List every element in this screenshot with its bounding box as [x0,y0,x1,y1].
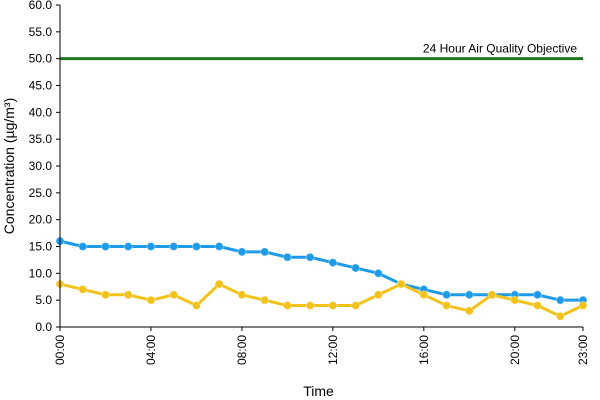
series-2-point [328,301,338,311]
y-tick-label: 15.0 [29,240,53,254]
x-tick-label: 16:00 [417,335,431,365]
y-tick-label: 5.0 [35,293,52,307]
y-tick-label: 55.0 [29,25,53,39]
x-tick-label: 04:00 [144,335,158,365]
series-2-point [533,301,543,311]
series-2-point [100,290,110,300]
series-1-point [442,290,452,300]
air-quality-objective-label: 24 Hour Air Quality Objective [423,42,577,56]
x-tick-label: 12:00 [326,335,340,365]
series-2-point [305,301,315,311]
series-2-point [442,301,452,311]
y-axis-title: Concentration (µg/m³) [1,98,17,234]
x-tick-label: 20:00 [508,335,522,365]
series-layer [55,236,588,321]
x-axis-ticks: 00:00 04:00 08:00 12:00 16:00 20:00 23:00 [53,327,590,365]
series-1-point [78,242,88,251]
series-2-line [59,282,584,318]
series-1-point [123,242,133,251]
series-2-point [351,301,361,311]
series-1-point [555,295,565,305]
series-2-point [146,295,156,305]
series-1-point [464,290,474,300]
series-2 [55,279,588,321]
series-2-point [419,290,429,300]
y-tick-label: 60.0 [29,0,53,12]
y-tick-label: 25.0 [29,186,53,200]
y-tick-label: 35.0 [29,132,53,146]
series-1-point [305,252,315,262]
series-1-point [282,252,292,262]
x-tick-label: 08:00 [235,335,249,365]
y-tick-label: 0.0 [35,320,52,334]
series-1-line [59,239,583,302]
x-tick-label: 00:00 [53,335,67,365]
series-2-point [510,295,520,305]
series-1-point [237,247,247,257]
series-1-point [351,263,361,273]
y-tick-label: 20.0 [29,213,53,227]
y-tick-label: 45.0 [29,79,53,93]
series-2-point [464,306,474,316]
reference-line-group: 24 Hour Air Quality Objective [60,42,583,61]
series-1-point [260,247,270,257]
series-2-point [169,290,179,300]
series-2-point [214,279,224,289]
y-tick-label: 50.0 [29,52,53,66]
series-2-point [260,295,270,305]
series-2-point [123,290,133,300]
axes [59,5,583,328]
series-1-point [100,242,110,251]
series-2-point [396,279,406,289]
series-2-point [373,290,383,300]
y-axis-ticks: 0.0 5.0 10.0 15.0 20.0 25.0 30.0 35.0 40.0 45.0 50… [29,0,60,334]
series-1-point [169,242,179,251]
series-1-point [373,268,383,278]
y-tick-label: 10.0 [29,266,53,280]
series-1-point [146,242,156,251]
series-2-point [282,301,292,311]
series-1-point [533,290,543,300]
series-1 [55,236,588,305]
series-2-point [487,290,497,300]
series-2-point [78,284,88,294]
series-2-point [555,311,565,321]
y-tick-label: 40.0 [29,105,53,119]
x-tick-label: 23:00 [576,335,590,365]
series-2-point [191,301,201,311]
series-1-point [328,258,338,268]
series-1-point [191,242,201,251]
y-tick-label: 30.0 [29,159,53,173]
series-2-point [237,290,247,300]
series-1-point [214,242,224,251]
x-axis-title: Time [303,383,334,399]
series-2-point [578,301,588,311]
